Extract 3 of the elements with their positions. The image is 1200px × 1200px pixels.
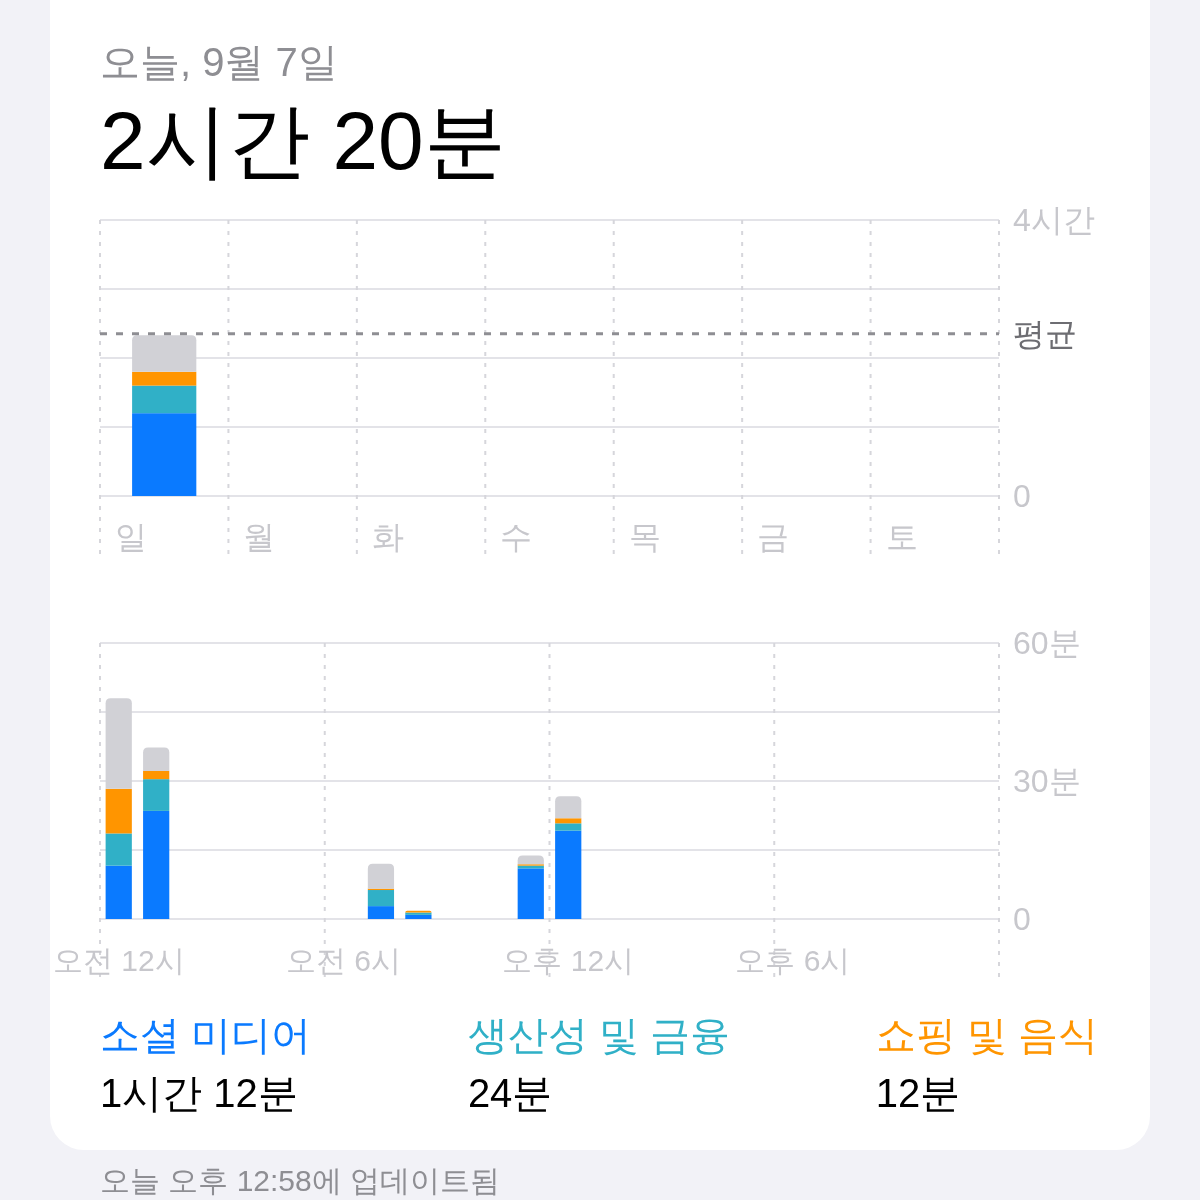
footnote: 오늘 오후 12:58에 업데이트됨: [100, 1163, 501, 1197]
title: 2시간 20분: [100, 94, 506, 186]
subtitle: 오늘, 9월 7일: [100, 40, 338, 84]
